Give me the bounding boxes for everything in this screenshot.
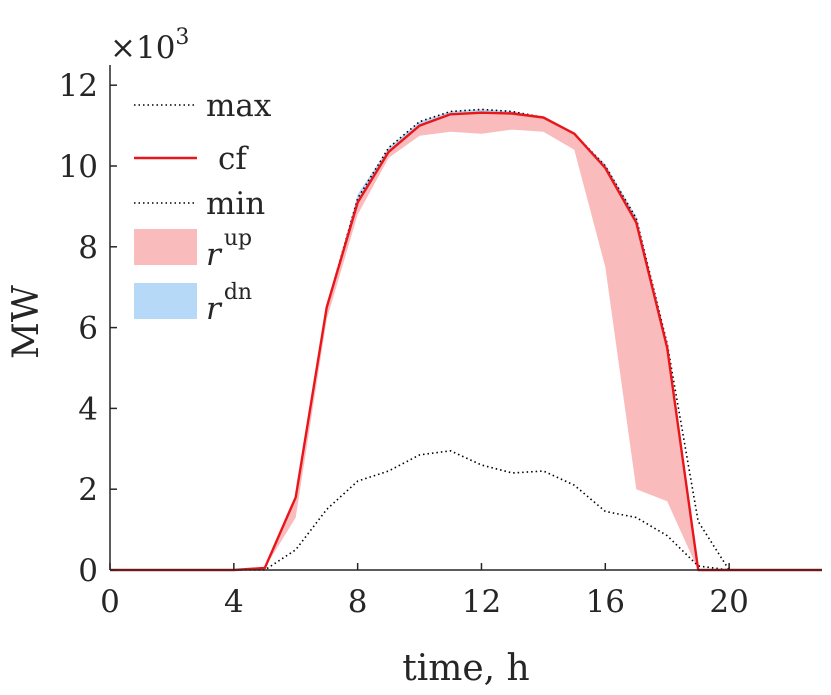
x-tick-label: 8	[348, 584, 368, 620]
series-line-min	[110, 449, 822, 571]
legend-label: max	[206, 88, 272, 124]
ticks: 0 4 8 12 16 20 0 2 4 6 8 10 12	[59, 68, 749, 620]
y-tick-label: 4	[78, 391, 98, 427]
legend-entry-cf: cf	[134, 141, 249, 177]
plot-area	[110, 108, 822, 572]
legend-entry-min: min	[134, 186, 265, 222]
y-tick-label: 0	[78, 553, 98, 589]
x-tick-label: 12	[462, 584, 501, 620]
x-axis-label: time, h	[402, 648, 530, 689]
legend-entry-r-up: r up	[134, 226, 252, 273]
legend-label: r dn	[206, 280, 252, 327]
legend-label: cf	[218, 141, 249, 177]
y-tick-label: 8	[78, 230, 98, 266]
series-line-cf	[110, 111, 822, 572]
x-tick-label: 4	[224, 584, 244, 620]
y-axis-multiplier: ×103	[110, 25, 189, 66]
legend-entry-r-dn: r dn	[134, 280, 252, 327]
legend-label: min	[206, 186, 265, 222]
y-tick-label: 10	[59, 149, 98, 185]
band-r-dn	[110, 109, 822, 571]
legend-swatch	[134, 283, 197, 319]
y-axis-label: MW	[6, 285, 47, 359]
x-tick-label: 0	[100, 584, 120, 620]
legend-label: r up	[206, 226, 252, 273]
axes	[109, 65, 822, 571]
y-tick-label: 6	[78, 311, 98, 347]
legend-swatch	[134, 229, 197, 265]
y-tick-label: 12	[59, 68, 98, 104]
legend-entry-max: max	[134, 88, 272, 124]
x-tick-label: 20	[709, 584, 748, 620]
series-line-max	[110, 108, 822, 571]
x-tick-label: 16	[586, 584, 625, 620]
band-r-up	[110, 112, 822, 570]
legend: max cf min r up r dn	[134, 88, 272, 327]
y-tick-label: 2	[78, 472, 98, 508]
